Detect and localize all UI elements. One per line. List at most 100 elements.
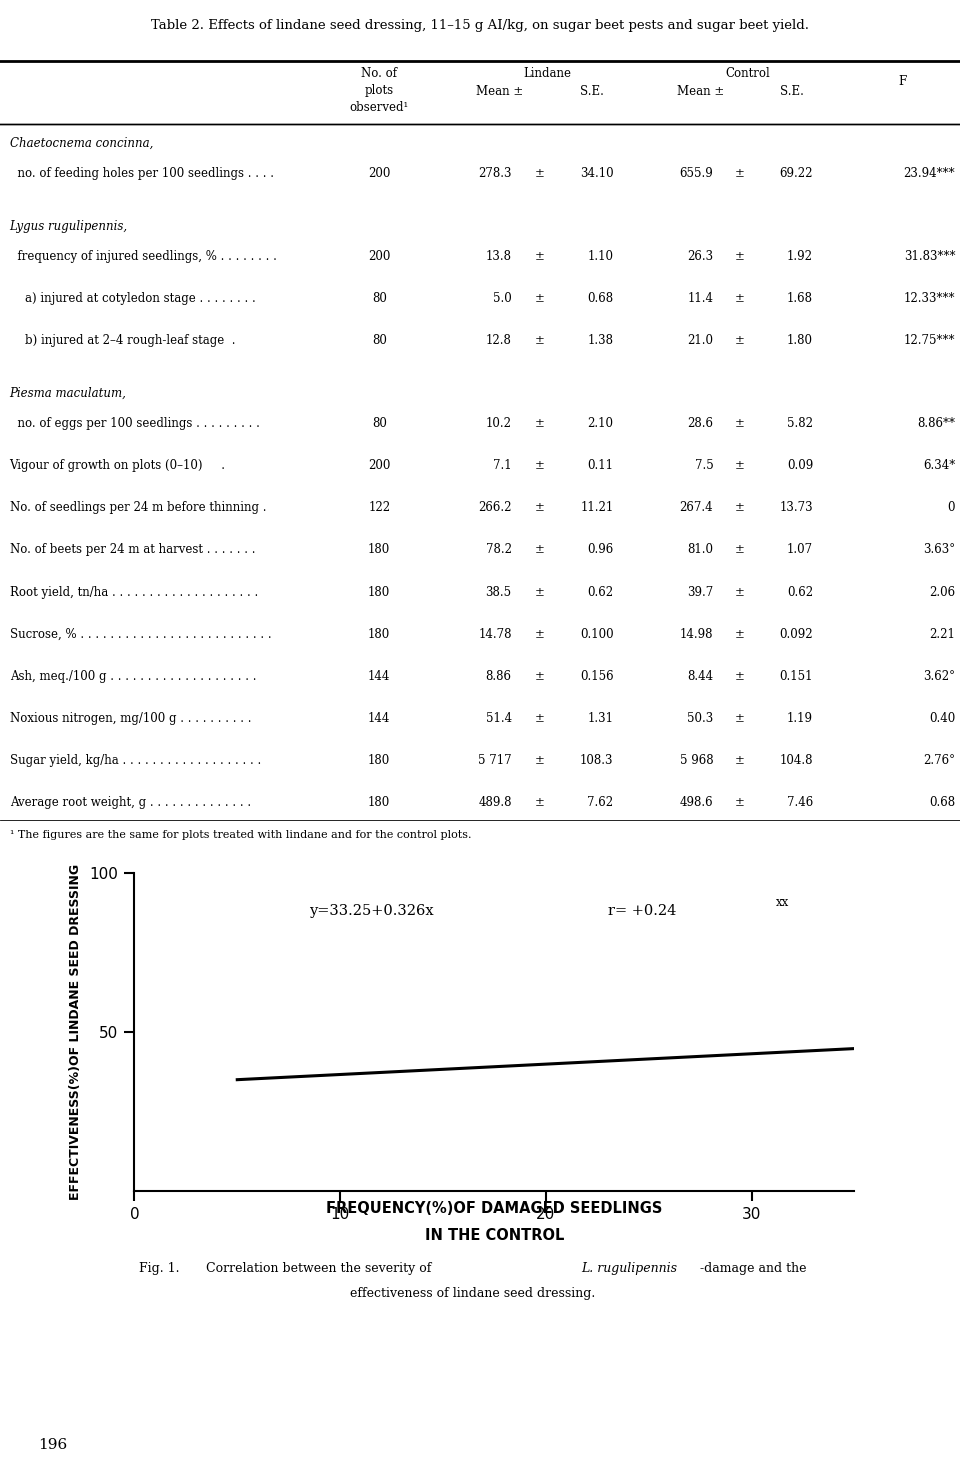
Text: ±: ± — [734, 334, 744, 348]
Text: 1.19: 1.19 — [787, 711, 813, 725]
Text: ±: ± — [734, 796, 744, 809]
Text: 196: 196 — [38, 1439, 67, 1452]
Text: 8.86**: 8.86** — [917, 417, 955, 430]
Text: 180: 180 — [368, 543, 391, 556]
Text: No. of beets per 24 m at harvest . . . . . . .: No. of beets per 24 m at harvest . . . .… — [10, 543, 255, 556]
Text: 12.75***: 12.75*** — [903, 334, 955, 348]
Text: 1.80: 1.80 — [787, 334, 813, 348]
Text: Table 2. Effects of lindane seed dressing, 11–15 g AI/kg, on sugar beet pests an: Table 2. Effects of lindane seed dressin… — [151, 19, 809, 33]
Text: 5.82: 5.82 — [787, 417, 813, 430]
Text: Fig. 1.: Fig. 1. — [139, 1262, 180, 1275]
Text: 1.31: 1.31 — [588, 711, 613, 725]
Text: 14.98: 14.98 — [680, 627, 713, 640]
Text: ±: ± — [734, 293, 744, 305]
Text: 34.10: 34.10 — [580, 167, 613, 180]
Text: ±: ± — [535, 250, 544, 263]
Text: Ash, meq./100 g . . . . . . . . . . . . . . . . . . . .: Ash, meq./100 g . . . . . . . . . . . . … — [10, 670, 256, 683]
Text: 266.2: 266.2 — [478, 501, 512, 515]
Text: 80: 80 — [372, 417, 387, 430]
Text: 0.62: 0.62 — [588, 586, 613, 599]
Text: ±: ± — [535, 417, 544, 430]
Text: 0.092: 0.092 — [780, 627, 813, 640]
Y-axis label: EFFECTIVENESS(%)OF LINDANE SEED DRESSING: EFFECTIVENESS(%)OF LINDANE SEED DRESSING — [69, 864, 82, 1199]
Text: Noxious nitrogen, mg/100 g . . . . . . . . . .: Noxious nitrogen, mg/100 g . . . . . . .… — [10, 711, 252, 725]
Text: 13.73: 13.73 — [780, 501, 813, 515]
Text: 11.4: 11.4 — [687, 293, 713, 305]
Text: ±: ± — [535, 670, 544, 683]
Text: 200: 200 — [368, 458, 391, 472]
Text: 0.96: 0.96 — [588, 543, 613, 556]
Text: Vigour of growth on plots (0–10)     .: Vigour of growth on plots (0–10) . — [10, 458, 226, 472]
Text: No. of
plots
observed¹: No. of plots observed¹ — [349, 67, 409, 114]
Text: -damage and the: -damage and the — [696, 1262, 806, 1275]
Text: 498.6: 498.6 — [680, 796, 713, 809]
Text: 180: 180 — [368, 796, 391, 809]
Text: 28.6: 28.6 — [687, 417, 713, 430]
Text: ±: ± — [734, 711, 744, 725]
Text: 80: 80 — [372, 334, 387, 348]
Text: 69.22: 69.22 — [780, 167, 813, 180]
Text: ±: ± — [535, 711, 544, 725]
Text: ±: ± — [734, 417, 744, 430]
Text: 144: 144 — [368, 711, 391, 725]
Text: ±: ± — [535, 458, 544, 472]
Text: 1.38: 1.38 — [588, 334, 613, 348]
Text: 5.0: 5.0 — [492, 293, 512, 305]
Text: ±: ± — [734, 543, 744, 556]
Text: ±: ± — [734, 167, 744, 180]
Text: 2.21: 2.21 — [929, 627, 955, 640]
Text: 12.8: 12.8 — [486, 334, 512, 348]
Text: a) injured at cotyledon stage . . . . . . . .: a) injured at cotyledon stage . . . . . … — [10, 293, 255, 305]
Text: ±: ± — [535, 501, 544, 515]
Text: b) injured at 2–4 rough-leaf stage  .: b) injured at 2–4 rough-leaf stage . — [10, 334, 235, 348]
Text: 0.151: 0.151 — [780, 670, 813, 683]
Text: Sucrose, % . . . . . . . . . . . . . . . . . . . . . . . . . .: Sucrose, % . . . . . . . . . . . . . . .… — [10, 627, 272, 640]
Text: 1.92: 1.92 — [787, 250, 813, 263]
Text: 81.0: 81.0 — [687, 543, 713, 556]
Text: 180: 180 — [368, 754, 391, 768]
Text: 0.09: 0.09 — [787, 458, 813, 472]
Text: 78.2: 78.2 — [486, 543, 512, 556]
Text: 3.63°: 3.63° — [924, 543, 955, 556]
Text: 1.68: 1.68 — [787, 293, 813, 305]
Text: ±: ± — [535, 334, 544, 348]
Text: 278.3: 278.3 — [478, 167, 512, 180]
Text: Lygus rugulipennis,: Lygus rugulipennis, — [10, 220, 128, 232]
Text: 200: 200 — [368, 250, 391, 263]
Text: 180: 180 — [368, 586, 391, 599]
Text: no. of eggs per 100 seedlings . . . . . . . . .: no. of eggs per 100 seedlings . . . . . … — [10, 417, 259, 430]
Text: ±: ± — [535, 167, 544, 180]
Text: 8.44: 8.44 — [687, 670, 713, 683]
Text: 38.5: 38.5 — [486, 586, 512, 599]
Text: 2.06: 2.06 — [929, 586, 955, 599]
Text: 1.10: 1.10 — [588, 250, 613, 263]
Text: ±: ± — [734, 586, 744, 599]
Text: ±: ± — [535, 586, 544, 599]
Text: 10.2: 10.2 — [486, 417, 512, 430]
Text: ±: ± — [535, 543, 544, 556]
Text: Root yield, tn/ha . . . . . . . . . . . . . . . . . . . .: Root yield, tn/ha . . . . . . . . . . . … — [10, 586, 258, 599]
Text: 50.3: 50.3 — [687, 711, 713, 725]
Text: Correlation between the severity of: Correlation between the severity of — [206, 1262, 436, 1275]
Text: r= +0.24: r= +0.24 — [608, 904, 676, 918]
Text: 51.4: 51.4 — [486, 711, 512, 725]
Text: 0.156: 0.156 — [580, 670, 613, 683]
Text: 7.5: 7.5 — [694, 458, 713, 472]
Text: 200: 200 — [368, 167, 391, 180]
Text: 23.94***: 23.94*** — [903, 167, 955, 180]
Text: ±: ± — [535, 627, 544, 640]
Text: 144: 144 — [368, 670, 391, 683]
Text: 1.07: 1.07 — [787, 543, 813, 556]
Text: 0.100: 0.100 — [580, 627, 613, 640]
Text: ±: ± — [734, 501, 744, 515]
Text: 0: 0 — [948, 501, 955, 515]
Text: Chaetocnema concinna,: Chaetocnema concinna, — [10, 138, 153, 149]
Text: S.E.: S.E. — [780, 84, 804, 98]
Text: 14.78: 14.78 — [478, 627, 512, 640]
Text: 26.3: 26.3 — [687, 250, 713, 263]
Text: 2.10: 2.10 — [588, 417, 613, 430]
Text: 31.83***: 31.83*** — [903, 250, 955, 263]
Text: 655.9: 655.9 — [680, 167, 713, 180]
Text: 39.7: 39.7 — [687, 586, 713, 599]
Text: 7.1: 7.1 — [493, 458, 512, 472]
